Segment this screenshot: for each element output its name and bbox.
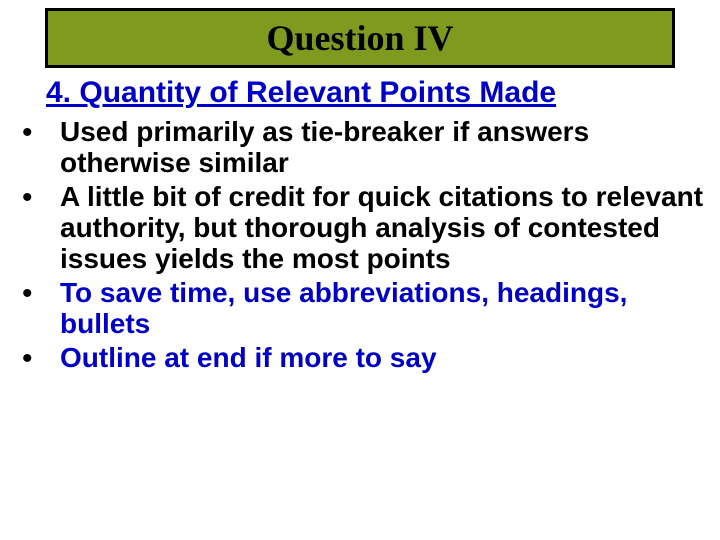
bullet-text: Used primarily as tie-breaker if answers…	[60, 116, 710, 179]
bullet-text: Outline at end if more to say	[60, 342, 710, 373]
slide-subheading: 4. Quantity of Relevant Points Made	[46, 76, 710, 110]
list-item: • A little bit of credit for quick citat…	[18, 181, 710, 275]
bullet-icon: •	[18, 181, 60, 214]
title-box: Question IV	[45, 8, 675, 68]
bullet-icon: •	[18, 116, 60, 149]
bullet-list: • Used primarily as tie-breaker if answe…	[10, 116, 710, 375]
list-item: • Outline at end if more to say	[18, 342, 710, 375]
slide: Question IV 4. Quantity of Relevant Poin…	[0, 0, 720, 540]
bullet-icon: •	[18, 277, 60, 310]
slide-title: Question IV	[266, 17, 453, 59]
bullet-text: To save time, use abbreviations, heading…	[60, 277, 710, 340]
list-item: • Used primarily as tie-breaker if answe…	[18, 116, 710, 179]
list-item: • To save time, use abbreviations, headi…	[18, 277, 710, 340]
bullet-text: A little bit of credit for quick citatio…	[60, 181, 710, 275]
bullet-icon: •	[18, 342, 60, 375]
